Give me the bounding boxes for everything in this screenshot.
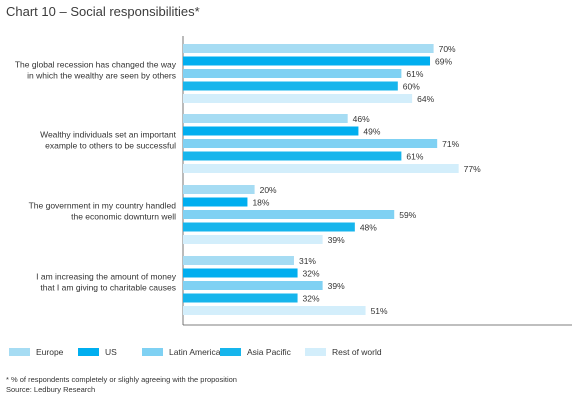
- data-label: 39%: [328, 235, 345, 245]
- legend-item: Latin America: [142, 347, 221, 357]
- data-label: 71%: [442, 139, 459, 149]
- bar: [183, 94, 413, 103]
- legend-item: Asia Pacific: [220, 347, 291, 357]
- data-label: 61%: [406, 152, 423, 162]
- bar: [183, 81, 398, 91]
- data-label: 60%: [403, 82, 420, 92]
- data-label: 69%: [435, 57, 452, 67]
- bar: [183, 197, 248, 207]
- legend-item: Rest of world: [305, 347, 382, 357]
- legend-label: US: [105, 347, 117, 357]
- bar: [183, 210, 395, 219]
- bar: [183, 164, 459, 173]
- legend-item: Europe: [9, 347, 63, 357]
- data-label: 18%: [252, 198, 269, 208]
- legend-item: US: [78, 347, 117, 357]
- footnote: * % of respondents completely or slighly…: [6, 375, 237, 384]
- category-label: I am increasing the amount of money: [36, 271, 177, 281]
- category-label: that I am giving to charitable causes: [40, 282, 176, 292]
- source-note: Source: Ledbury Research: [6, 385, 96, 394]
- legend-label: Latin America: [169, 347, 221, 357]
- bar: [183, 114, 348, 123]
- bar: [183, 256, 294, 265]
- data-label: 20%: [260, 185, 277, 195]
- bar: [183, 281, 323, 290]
- bar: [183, 44, 434, 53]
- chart-title: Chart 10 – Social responsibilities*: [6, 4, 200, 19]
- chart-notes: * % of respondents completely or slighly…: [6, 375, 237, 395]
- category-label: The global recession has changed the way: [15, 59, 177, 69]
- data-label: 48%: [360, 223, 377, 233]
- data-label: 61%: [406, 69, 423, 79]
- bar: [183, 293, 298, 303]
- data-label: 77%: [464, 164, 481, 174]
- legend-label: Rest of world: [332, 347, 382, 357]
- category-label: the economic downturn well: [71, 211, 176, 221]
- data-label: 70%: [439, 44, 456, 54]
- bar: [183, 56, 431, 66]
- data-label: 32%: [303, 269, 320, 279]
- bar: [183, 185, 255, 194]
- bar: [183, 306, 366, 315]
- legend-label: Europe: [36, 347, 64, 357]
- bar: [183, 151, 402, 161]
- bar: [183, 126, 359, 136]
- data-label: 32%: [303, 294, 320, 304]
- category-label: in which the wealthy are seen by others: [27, 70, 176, 80]
- data-label: 31%: [299, 256, 316, 266]
- data-label: 46%: [353, 114, 370, 124]
- data-label: 49%: [363, 127, 380, 137]
- category-label: example to others to be successful: [45, 140, 176, 150]
- data-label: 59%: [399, 210, 416, 220]
- legend-label: Asia Pacific: [247, 347, 291, 357]
- legend-swatch: [9, 348, 30, 356]
- bar: [183, 69, 402, 78]
- bar: [183, 235, 323, 244]
- bar: [183, 139, 438, 148]
- legend-swatch: [220, 348, 241, 356]
- category-label: Wealthy individuals set an important: [40, 129, 177, 139]
- legend-swatch: [305, 348, 326, 356]
- legend-swatch: [78, 348, 99, 356]
- data-label: 39%: [328, 281, 345, 291]
- chart-legend: Europe US Latin America Asia Pacific Rest of…: [9, 347, 569, 361]
- legend-swatch: [142, 348, 163, 356]
- bar: [183, 268, 298, 278]
- data-label: 64%: [417, 94, 434, 104]
- bar: [183, 222, 355, 232]
- data-label: 51%: [371, 306, 388, 316]
- category-label: The government in my country handled: [29, 200, 177, 210]
